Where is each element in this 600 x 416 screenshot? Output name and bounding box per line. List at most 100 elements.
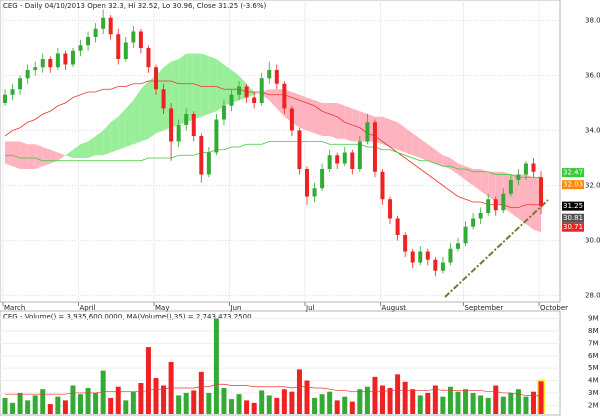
volume-bar <box>296 369 302 414</box>
cloud-segment <box>329 103 338 139</box>
y-tick-label: 38.0 <box>585 17 600 25</box>
volume-bar <box>349 401 355 414</box>
candle-body <box>93 28 98 37</box>
cloud-segment <box>125 100 134 147</box>
volume-bar <box>289 391 295 414</box>
volume-bar <box>425 392 431 414</box>
cloud-segment <box>412 133 421 158</box>
volume-bar <box>145 347 151 414</box>
cloud-segment <box>480 169 489 197</box>
volume-bar <box>463 389 469 414</box>
volume-bar <box>176 395 182 414</box>
candle-body <box>244 86 249 98</box>
volume-bar <box>478 395 484 414</box>
volume-bar <box>191 390 197 414</box>
candle-body <box>350 152 355 169</box>
cloud-segment <box>35 144 43 169</box>
volume-bar <box>515 389 521 414</box>
cloud-segment <box>525 174 534 230</box>
candle-body <box>10 89 15 95</box>
volume-bar <box>244 400 250 414</box>
candle-body <box>25 70 30 79</box>
cloud-segment <box>450 158 458 175</box>
volume-bar <box>357 389 363 414</box>
candle-body <box>335 155 340 164</box>
candle-body <box>410 251 415 263</box>
volume-bar <box>123 400 129 414</box>
x-tick-label: October <box>540 304 568 312</box>
volume-bar <box>342 396 348 414</box>
cloud-segment <box>178 53 187 125</box>
candle-body <box>282 83 287 109</box>
cloud-segment <box>314 100 323 136</box>
candle-body <box>327 155 332 169</box>
volume-bar <box>55 396 61 414</box>
price-tag <box>562 222 584 232</box>
x-tick-label: April <box>80 304 96 312</box>
cloud-segment <box>216 59 224 112</box>
candle-body <box>221 105 226 120</box>
cloud-segment <box>390 119 398 150</box>
volume-bar <box>508 392 514 414</box>
volume-bar <box>108 397 114 414</box>
volume-bar <box>183 392 189 414</box>
cloud-segment <box>148 75 156 139</box>
cloud-segment <box>518 174 526 224</box>
volume-bar <box>221 387 227 414</box>
candle-body <box>493 199 498 211</box>
cloud-segment <box>473 169 481 191</box>
cloud-segment <box>322 103 330 136</box>
candle-body <box>463 226 468 244</box>
candle-body <box>116 34 121 59</box>
volume-bar <box>380 385 385 414</box>
volume-bar <box>538 381 544 414</box>
candle-body <box>418 251 423 263</box>
volume-bar <box>274 397 280 414</box>
volume-bar <box>523 396 529 414</box>
cloud-segment <box>186 53 194 123</box>
candle-body <box>448 248 453 263</box>
candle-body <box>440 262 445 271</box>
cloud-segment <box>352 108 360 142</box>
volume-bar <box>281 389 287 414</box>
volume-tick-label: 4M <box>588 377 599 385</box>
volume-bar <box>402 381 408 414</box>
price-tag <box>562 168 584 178</box>
volume-bar <box>266 395 272 414</box>
volume-bar <box>25 400 31 414</box>
candle-body <box>131 31 136 43</box>
cloud-segment <box>427 144 436 164</box>
volume-bar <box>410 389 416 414</box>
volume-bar <box>259 390 265 414</box>
price-tag-label: 30.71 <box>563 223 583 231</box>
volume-bar <box>10 402 16 414</box>
volume-bar <box>138 383 144 414</box>
cloud-segment <box>442 155 451 169</box>
volume-bar <box>395 374 401 414</box>
cloud-segment <box>193 53 202 120</box>
cloud-segment <box>88 136 96 158</box>
y-tick-label: 36.0 <box>585 72 600 80</box>
volume-bar <box>432 385 438 414</box>
volume-bar <box>417 395 423 414</box>
candle-body <box>101 17 106 29</box>
candle-body <box>18 78 23 90</box>
candle-body <box>501 193 506 211</box>
volume-bar <box>372 376 378 414</box>
volume-tick-label: 5M <box>588 364 599 372</box>
candle-body <box>184 114 189 125</box>
cloud-segment <box>12 141 21 169</box>
volume-bar <box>47 404 53 414</box>
volume-tick-label: 3M <box>588 389 599 397</box>
cloud-segment <box>337 103 345 139</box>
candle-body <box>237 86 242 95</box>
candle-body <box>169 108 174 142</box>
volume-bar <box>470 392 476 414</box>
price-tag <box>562 180 584 190</box>
cloud-segment <box>118 108 126 150</box>
cloud-segment <box>72 144 81 158</box>
volume-bar <box>93 392 99 414</box>
candle-body <box>40 59 45 68</box>
x-tick-label: Jul <box>305 304 315 312</box>
